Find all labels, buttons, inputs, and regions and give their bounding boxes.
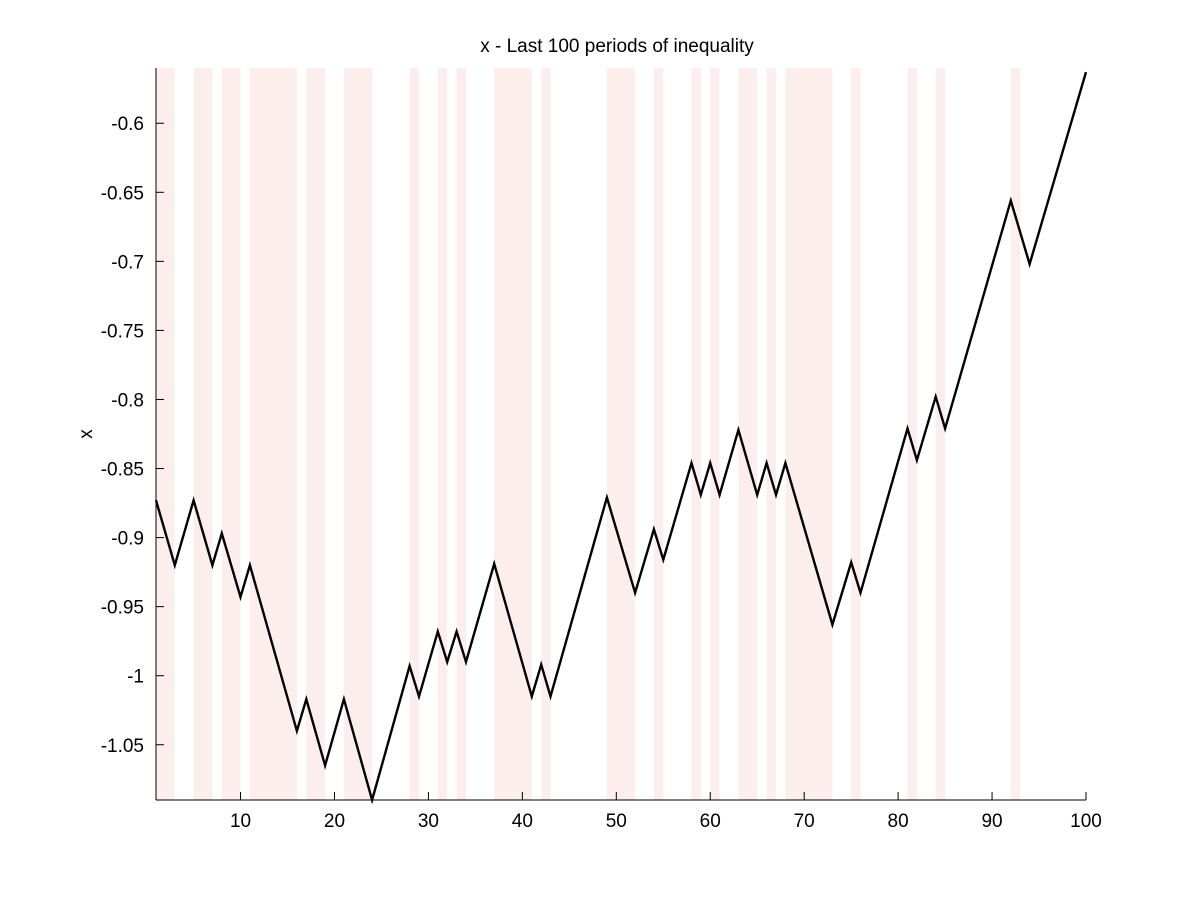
shaded-period-19: [907, 68, 917, 800]
y-tick-label: -0.75: [101, 321, 144, 342]
chart-title: x - Last 100 periods of inequality: [480, 36, 754, 57]
x-tick-label: 30: [418, 811, 439, 832]
y-tick-label: -0.85: [101, 460, 144, 481]
series-line-group: [154, 71, 1088, 805]
shaded-period-7: [437, 68, 448, 800]
x-tick-label: 100: [1070, 811, 1102, 832]
y-tick-label: -0.6: [111, 114, 144, 135]
shaded-period-12: [653, 68, 664, 800]
y-tick-label: -0.65: [101, 183, 144, 204]
shaded-period-0: [156, 68, 175, 800]
y-axis-label: x: [76, 429, 97, 439]
y-tick-label: -0.8: [111, 390, 144, 411]
series-line-0: [154, 71, 1088, 805]
y-tick-label: -0.95: [101, 598, 144, 619]
shaded-period-1: [193, 68, 213, 800]
shaded-period-17: [785, 68, 833, 800]
shaded-period-16: [766, 68, 776, 800]
shaded-period-21: [1010, 68, 1021, 800]
x-tick-label: 40: [512, 811, 533, 832]
shaded-period-10: [541, 68, 551, 800]
x-tick-label: 10: [230, 811, 251, 832]
x-tick-label: 50: [606, 811, 627, 832]
shaded-period-5: [343, 68, 373, 800]
shaded-periods: [156, 68, 1021, 800]
shaded-period-9: [494, 68, 532, 800]
x-tick-label: 20: [324, 811, 345, 832]
shaded-period-15: [738, 68, 758, 800]
shaded-period-14: [710, 68, 720, 800]
y-axis-ticks: -0.6 -0.65 -0.7 -0.75 -0.8 -0.85 -0.9 -0.95 -1 -1…: [101, 114, 164, 757]
shaded-period-4: [306, 68, 326, 800]
y-tick-label: -1: [127, 667, 144, 688]
shaded-period-8: [456, 68, 466, 800]
y-tick-label: -1.05: [101, 736, 144, 757]
y-tick-label: -0.7: [111, 252, 144, 273]
shaded-period-6: [409, 68, 420, 800]
y-tick-label: -0.9: [111, 529, 144, 550]
x-tick-label: 80: [888, 811, 909, 832]
x-axis-ticks: 10 20 30 40 50 60 70 80 90 100: [230, 792, 1102, 832]
shaded-period-18: [851, 68, 861, 800]
x-tick-label: 90: [981, 811, 1002, 832]
shaded-period-20: [935, 68, 946, 800]
shaded-period-13: [691, 68, 701, 800]
shaded-period-11: [606, 68, 636, 800]
x-tick-label: 70: [794, 811, 815, 832]
x-tick-label: 60: [700, 811, 721, 832]
shaded-period-3: [249, 68, 297, 800]
shaded-period-2: [221, 68, 241, 800]
